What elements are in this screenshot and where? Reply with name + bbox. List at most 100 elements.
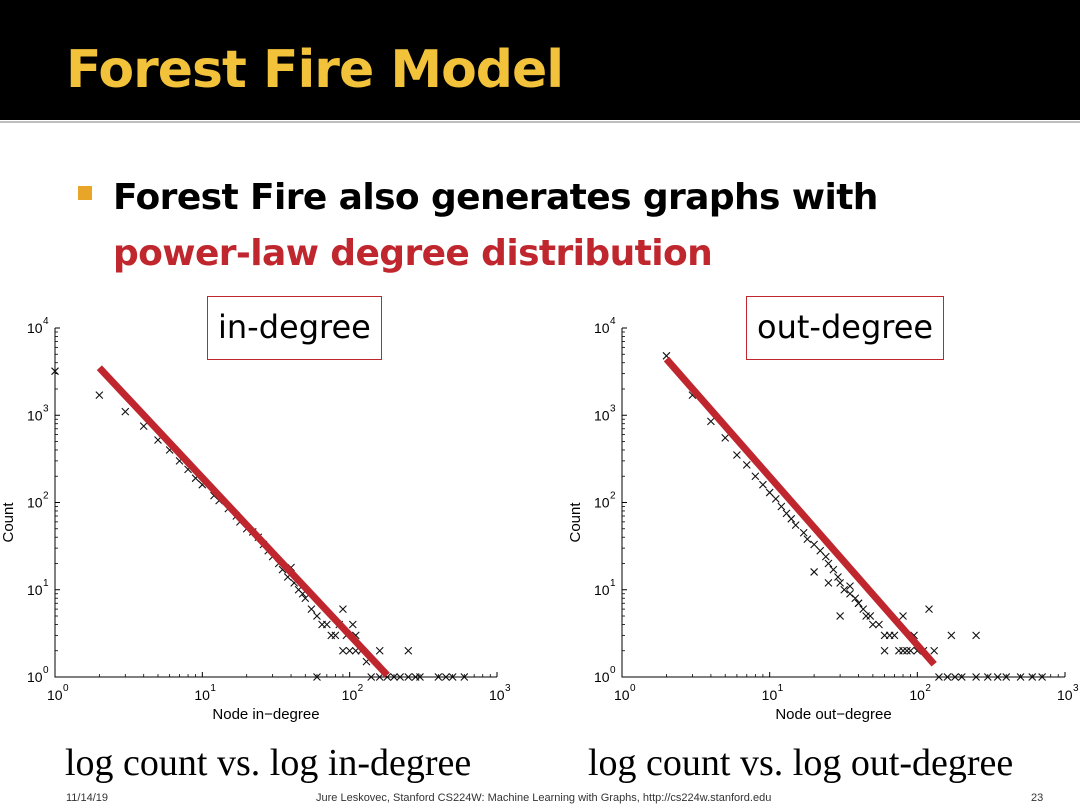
x-tick-exponent: 2 [925, 683, 931, 694]
title-divider [0, 121, 1080, 123]
y-tick-label: 10 [27, 495, 43, 511]
data-point [1002, 673, 1011, 681]
footer-date: 11/14/19 [66, 792, 109, 804]
data-point [824, 578, 833, 587]
y-tick-exponent: 4 [43, 316, 49, 327]
data-point [834, 573, 842, 581]
data-point [866, 612, 875, 620]
data-point [313, 673, 321, 681]
x-tick-exponent: 3 [505, 683, 511, 694]
data-point [890, 631, 899, 640]
data-point [880, 646, 889, 655]
x-tick-exponent: 3 [1073, 683, 1079, 694]
data-point [733, 451, 741, 459]
x-tick-label: 10 [194, 687, 210, 703]
y-tick-label: 10 [27, 320, 43, 336]
data-point [1038, 673, 1047, 681]
y-tick-exponent: 3 [43, 403, 49, 414]
data-point [851, 594, 860, 603]
x-tick-label: 10 [909, 687, 925, 703]
data-point [859, 605, 868, 613]
data-point [868, 620, 877, 629]
data-point [345, 646, 354, 655]
x-tick-exponent: 1 [778, 683, 784, 694]
data-point [721, 434, 730, 442]
data-point [331, 631, 340, 640]
y-tick-exponent: 1 [610, 578, 616, 589]
data-point [935, 673, 943, 681]
data-point [846, 582, 854, 591]
data-point [404, 646, 413, 655]
data-point [751, 472, 760, 481]
title-bar: Forest Fire Model [0, 0, 1080, 120]
x-tick-exponent: 1 [210, 683, 216, 694]
caption-out-degree: log count vs. log out-degree [588, 742, 1014, 784]
x-axis-label: Node in−degree [212, 706, 319, 723]
data-point [777, 502, 786, 511]
data-point [899, 612, 907, 620]
data-point [943, 673, 952, 681]
data-point [829, 565, 838, 574]
data-point [742, 460, 751, 469]
data-point [139, 422, 148, 431]
data-point [791, 521, 800, 530]
y-axis-label: Count [567, 502, 584, 543]
data-point [765, 488, 774, 497]
data-point [903, 646, 911, 655]
x-tick-exponent: 0 [630, 683, 636, 694]
data-point [787, 514, 796, 523]
footer-credit: Jure Leskovec, Stanford CS224W: Machine … [316, 792, 772, 804]
bullet-square-icon [78, 186, 92, 200]
y-tick-exponent: 3 [610, 403, 616, 414]
data-point [875, 620, 883, 629]
data-point [972, 631, 980, 640]
y-tick-label: 10 [594, 407, 610, 423]
data-point [836, 612, 845, 620]
data-point [375, 646, 384, 655]
data-point [339, 646, 347, 655]
y-tick-label: 10 [594, 320, 610, 336]
data-point [957, 673, 966, 681]
data-point [846, 589, 854, 598]
data-point [799, 528, 808, 537]
slide-title: Forest Fire Model [66, 40, 564, 100]
data-point [906, 646, 915, 655]
x-tick-label: 10 [1057, 687, 1073, 703]
x-tick-label: 10 [47, 687, 63, 703]
data-point [442, 673, 450, 681]
data-point [460, 673, 469, 681]
data-point [367, 673, 376, 681]
x-tick-label: 10 [762, 687, 778, 703]
y-tick-exponent: 0 [610, 665, 616, 676]
x-tick-label: 10 [614, 687, 630, 703]
data-point [434, 673, 443, 681]
data-point [707, 417, 715, 426]
data-point [390, 673, 398, 681]
data-point [840, 585, 849, 594]
data-point [836, 578, 845, 587]
data-point [771, 494, 780, 503]
data-point [951, 673, 959, 681]
data-point [993, 673, 1002, 681]
x-tick-exponent: 0 [63, 683, 69, 694]
data-point [416, 673, 424, 681]
data-point [759, 480, 767, 489]
data-point [95, 391, 104, 400]
data-point [930, 646, 939, 655]
data-point [821, 552, 830, 561]
data-point [972, 673, 980, 681]
caption-in-degree: log count vs. log in-degree [65, 742, 472, 784]
y-tick-exponent: 0 [43, 665, 49, 676]
data-point [925, 605, 933, 613]
y-tick-label: 10 [594, 495, 610, 511]
data-point [983, 673, 992, 681]
data-point [322, 620, 331, 629]
data-point [448, 673, 457, 681]
axis-frame [54, 328, 497, 678]
data-point [404, 673, 413, 681]
x-tick-label: 10 [342, 687, 358, 703]
data-point [51, 367, 59, 376]
data-point [307, 605, 316, 613]
y-tick-label: 10 [27, 669, 43, 685]
